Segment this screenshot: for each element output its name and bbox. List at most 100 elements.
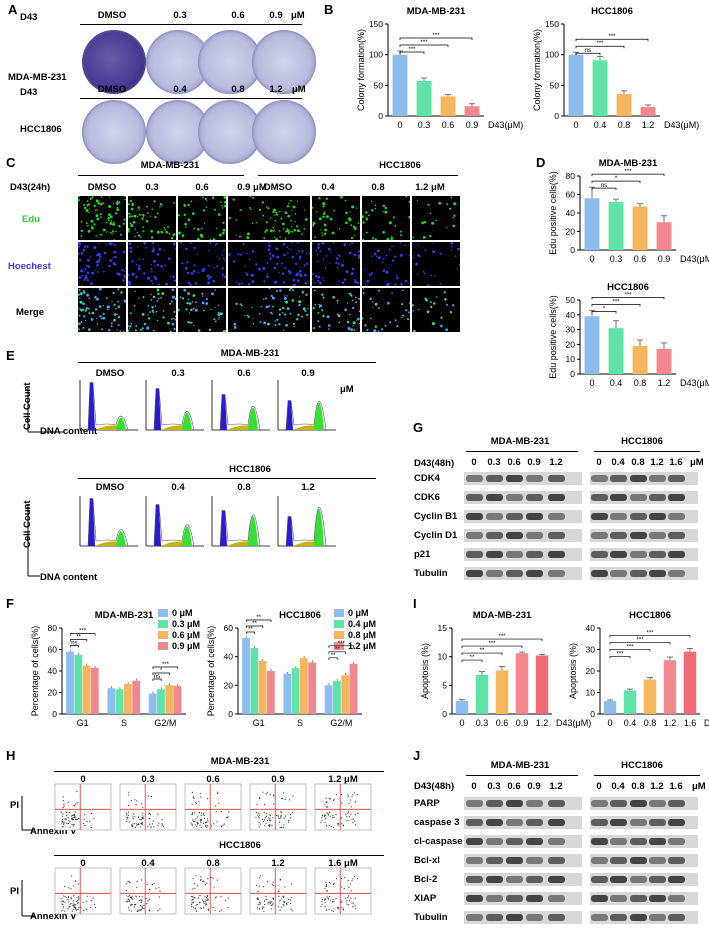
- flow-event: [331, 816, 334, 819]
- flow-event: [191, 791, 193, 794]
- panel-label-i: I: [413, 596, 417, 611]
- flow-event: [63, 823, 65, 825]
- x-unit-label: D43(μM): [488, 120, 523, 130]
- flow-event: [127, 900, 129, 902]
- j-line-2: [594, 775, 700, 776]
- blot-band: [486, 800, 503, 807]
- flow-event: [142, 907, 144, 909]
- blot-strip: [590, 529, 698, 542]
- flow-event: [350, 813, 352, 815]
- flow-event: [352, 794, 354, 796]
- flow-event: [153, 883, 155, 885]
- blot-protein-label: Tubulin: [414, 568, 448, 579]
- blot-protein-label: Bcl-xl: [414, 855, 440, 866]
- flow-event: [74, 816, 76, 819]
- flow-event: [142, 815, 144, 817]
- flow-event: [151, 823, 153, 825]
- blot-band: [610, 532, 627, 539]
- flow-event: [83, 814, 86, 816]
- flow-event: [203, 901, 205, 903]
- flow-event: [340, 901, 342, 903]
- flow-event: [256, 907, 259, 909]
- blot-dose-label: 0: [596, 781, 602, 792]
- flow-event: [212, 877, 214, 879]
- flow-event: [77, 898, 80, 900]
- e-dose: 0.6: [237, 368, 251, 379]
- g2-peak: [248, 516, 258, 546]
- j-cell-1: MDA-MB-231: [490, 760, 550, 771]
- c-row-edu: Edu: [22, 214, 40, 225]
- x-tick-label: 0.8: [618, 120, 631, 130]
- c-dose: DMSO: [87, 182, 117, 193]
- flow-event: [161, 824, 163, 826]
- blot-band: [486, 475, 503, 482]
- flow-event: [283, 824, 285, 826]
- chart-title: MDA-MB-231: [599, 158, 658, 169]
- blot-band: [649, 895, 666, 902]
- flow-event: [280, 811, 282, 813]
- flow-event: [61, 819, 64, 821]
- flow-event: [215, 896, 217, 898]
- flow-event: [292, 795, 294, 797]
- flow-event: [67, 908, 69, 910]
- sphase-area: [293, 541, 316, 546]
- flow-event: [150, 796, 153, 798]
- flow-event: [284, 901, 286, 904]
- x-tick-label: 0.6: [634, 254, 647, 264]
- flow-event: [260, 902, 262, 904]
- flow-event: [194, 824, 196, 826]
- fluorescence-image: [262, 288, 310, 332]
- flow-event: [347, 811, 349, 813]
- flow-event: [259, 796, 261, 799]
- flow-event: [77, 817, 79, 819]
- g-drug: D43(48h): [414, 458, 455, 469]
- flow-event: [64, 818, 66, 820]
- blot-band: [610, 800, 627, 807]
- flow-event: [324, 905, 326, 907]
- blot-band: [466, 876, 483, 883]
- flow-event: [257, 899, 259, 901]
- flow-event: [64, 885, 66, 888]
- flow-event: [64, 901, 66, 903]
- g2-peak: [248, 407, 258, 430]
- sig-bracket: [328, 645, 355, 648]
- flow-event: [138, 824, 140, 826]
- sig-label: **: [256, 615, 261, 621]
- flow-event: [69, 821, 71, 823]
- flow-event: [321, 900, 323, 902]
- flow-plot-frame: [54, 867, 112, 915]
- x-tick-label: 1.2: [642, 120, 655, 130]
- flow-event: [142, 813, 144, 815]
- flow-event: [258, 902, 261, 904]
- flow-event: [204, 821, 206, 824]
- flow-event: [195, 818, 197, 820]
- flow-event: [278, 817, 280, 820]
- blot-dose-label: 0: [596, 457, 602, 468]
- sphase-area: [227, 425, 250, 430]
- flow-event: [324, 818, 326, 820]
- bar: [173, 686, 182, 714]
- flow-event: [147, 825, 149, 827]
- flow-event: [193, 896, 195, 898]
- blot-band: [526, 551, 543, 558]
- a-unit-2: μM: [292, 84, 306, 95]
- flow-event: [348, 900, 351, 902]
- flow-event: [268, 825, 270, 827]
- bar: [392, 54, 408, 116]
- flow-event: [191, 905, 193, 908]
- flow-event: [200, 822, 202, 824]
- flow-event: [145, 897, 147, 900]
- chart-title: HCC1806: [591, 6, 633, 17]
- fluorescence-image: [312, 196, 360, 240]
- bar: [495, 670, 509, 714]
- blot-band: [466, 857, 483, 864]
- g2-peak: [182, 412, 192, 430]
- blot-band: [630, 914, 647, 921]
- blot-band: [548, 513, 565, 520]
- blot-band: [591, 876, 608, 883]
- flow-event: [265, 812, 267, 814]
- flow-event: [288, 819, 290, 821]
- flow-event: [262, 818, 264, 820]
- x-tick-label: 0: [607, 718, 612, 728]
- sig-label: ***: [616, 651, 624, 657]
